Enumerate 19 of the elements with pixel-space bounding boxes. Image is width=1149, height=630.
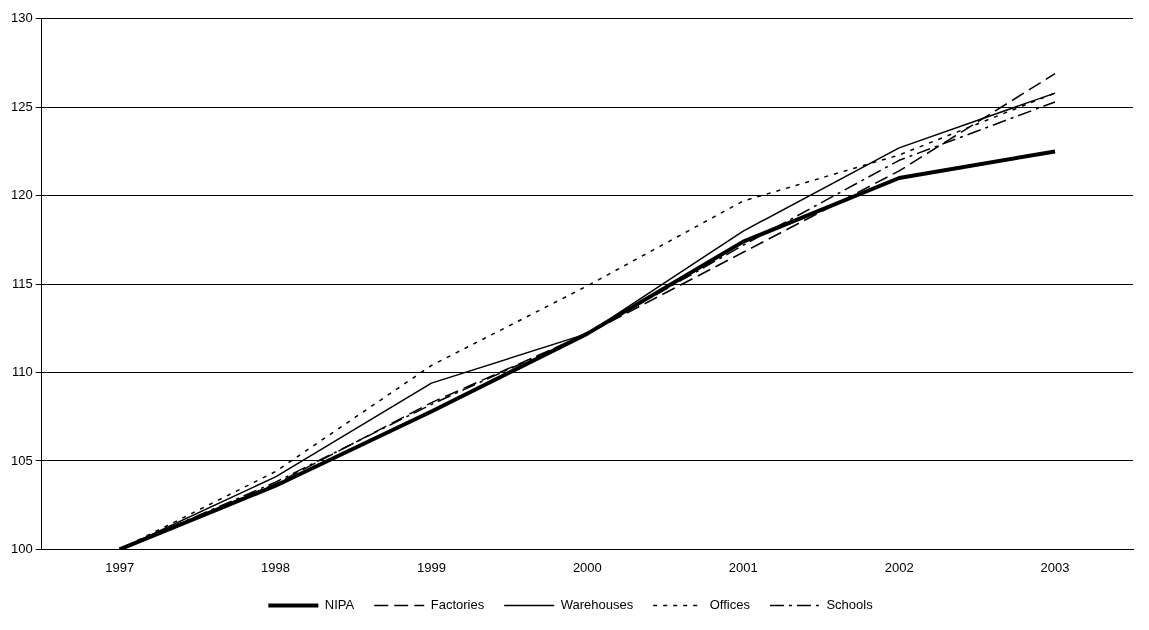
legend-label: NIPA [324, 597, 355, 613]
x-tick-label: 2003 [1040, 559, 1070, 575]
legend-label: Factories [430, 597, 485, 613]
y-tick-label: 120 [10, 187, 33, 203]
legend-label: Schools [826, 597, 874, 613]
y-tick-label: 130 [10, 10, 33, 26]
y-tick-label: 110 [11, 364, 33, 380]
x-tick-label: 1999 [416, 559, 446, 575]
y-tick-label: 125 [10, 98, 33, 114]
x-tick-label: 2002 [884, 559, 914, 575]
x-tick-label: 1997 [105, 559, 135, 575]
y-tick-label: 100 [10, 540, 33, 556]
y-tick-label: 115 [11, 275, 33, 291]
x-tick-label: 1998 [261, 559, 290, 575]
y-tick-label: 105 [10, 452, 33, 468]
x-tick-label: 2000 [572, 559, 602, 575]
x-tick-label: 2001 [728, 559, 758, 575]
legend-label: Warehouses [560, 597, 634, 613]
legend-label: Offices [709, 597, 751, 613]
